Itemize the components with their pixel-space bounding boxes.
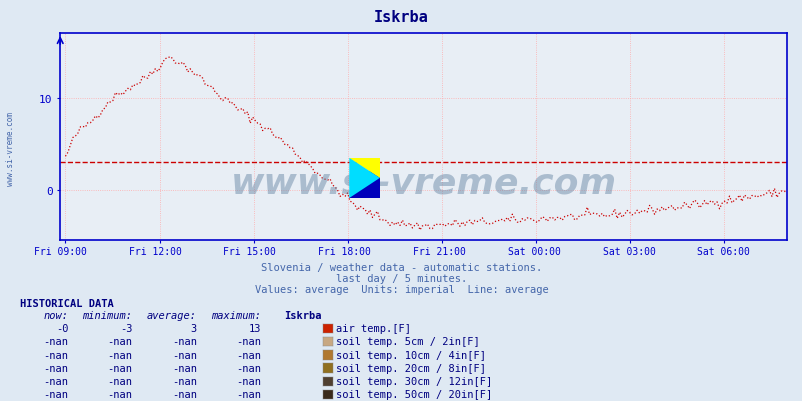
Text: soil temp. 50cm / 20in[F]: soil temp. 50cm / 20in[F] [335, 389, 492, 399]
Text: Sat 00:00: Sat 00:00 [507, 247, 560, 257]
Text: -nan: -nan [43, 389, 68, 399]
Text: -nan: -nan [172, 350, 196, 360]
Text: -nan: -nan [107, 363, 132, 373]
Text: Fri 21:00: Fri 21:00 [412, 247, 465, 257]
Text: Iskrba: Iskrba [283, 310, 321, 320]
Text: Sat 03:00: Sat 03:00 [602, 247, 654, 257]
Text: -nan: -nan [236, 389, 261, 399]
Text: -nan: -nan [236, 350, 261, 360]
Text: www.si-vreme.com: www.si-vreme.com [6, 111, 15, 185]
Text: air temp.[F]: air temp.[F] [335, 323, 410, 333]
Text: now:: now: [43, 310, 68, 320]
Text: 13: 13 [248, 323, 261, 333]
Text: -nan: -nan [236, 363, 261, 373]
Text: -nan: -nan [172, 363, 196, 373]
Text: -0: -0 [55, 323, 68, 333]
Text: minimum:: minimum: [83, 310, 132, 320]
Polygon shape [349, 158, 379, 198]
Text: -nan: -nan [107, 376, 132, 386]
Text: -nan: -nan [107, 389, 132, 399]
Text: -nan: -nan [107, 350, 132, 360]
Text: last day / 5 minutes.: last day / 5 minutes. [335, 273, 467, 284]
Text: soil temp. 20cm / 8in[F]: soil temp. 20cm / 8in[F] [335, 363, 485, 373]
Text: -nan: -nan [107, 336, 132, 346]
Polygon shape [349, 158, 379, 178]
Text: maximum:: maximum: [211, 310, 261, 320]
Text: www.si-vreme.com: www.si-vreme.com [230, 166, 616, 200]
Text: -nan: -nan [236, 376, 261, 386]
Text: -nan: -nan [172, 376, 196, 386]
Text: soil temp. 5cm / 2in[F]: soil temp. 5cm / 2in[F] [335, 336, 479, 346]
Text: -nan: -nan [43, 376, 68, 386]
Text: Fri 12:00: Fri 12:00 [128, 247, 181, 257]
Text: Fri 09:00: Fri 09:00 [34, 247, 87, 257]
Text: 3: 3 [190, 323, 196, 333]
Text: soil temp. 30cm / 12in[F]: soil temp. 30cm / 12in[F] [335, 376, 492, 386]
Text: Values: average  Units: imperial  Line: average: Values: average Units: imperial Line: av… [254, 284, 548, 294]
Text: -nan: -nan [43, 336, 68, 346]
Text: Iskrba: Iskrba [374, 10, 428, 25]
Text: -nan: -nan [172, 336, 196, 346]
Text: -3: -3 [119, 323, 132, 333]
Polygon shape [349, 158, 379, 198]
Text: -nan: -nan [172, 389, 196, 399]
Text: -nan: -nan [43, 363, 68, 373]
Text: Fri 18:00: Fri 18:00 [318, 247, 371, 257]
Text: Sat 06:00: Sat 06:00 [696, 247, 749, 257]
Text: HISTORICAL DATA: HISTORICAL DATA [20, 299, 114, 309]
Text: Fri 15:00: Fri 15:00 [223, 247, 276, 257]
Text: soil temp. 10cm / 4in[F]: soil temp. 10cm / 4in[F] [335, 350, 485, 360]
Text: average:: average: [147, 310, 196, 320]
Text: -nan: -nan [43, 350, 68, 360]
Text: -nan: -nan [236, 336, 261, 346]
Text: Slovenia / weather data - automatic stations.: Slovenia / weather data - automatic stat… [261, 263, 541, 273]
